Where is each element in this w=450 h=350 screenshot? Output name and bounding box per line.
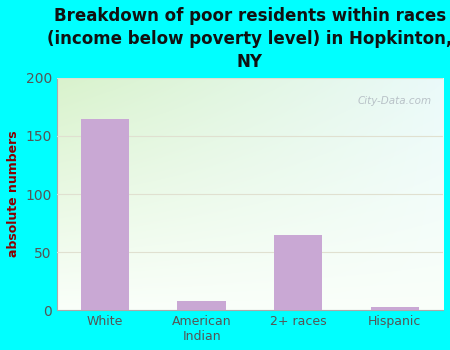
- Bar: [81, 119, 129, 310]
- Bar: [274, 235, 322, 310]
- Text: City-Data.com: City-Data.com: [357, 97, 432, 106]
- Bar: [371, 307, 419, 310]
- Title: Breakdown of poor residents within races
(income below poverty level) in Hopkint: Breakdown of poor residents within races…: [47, 7, 450, 71]
- Y-axis label: absolute numbers: absolute numbers: [7, 131, 20, 257]
- Bar: [177, 301, 226, 310]
